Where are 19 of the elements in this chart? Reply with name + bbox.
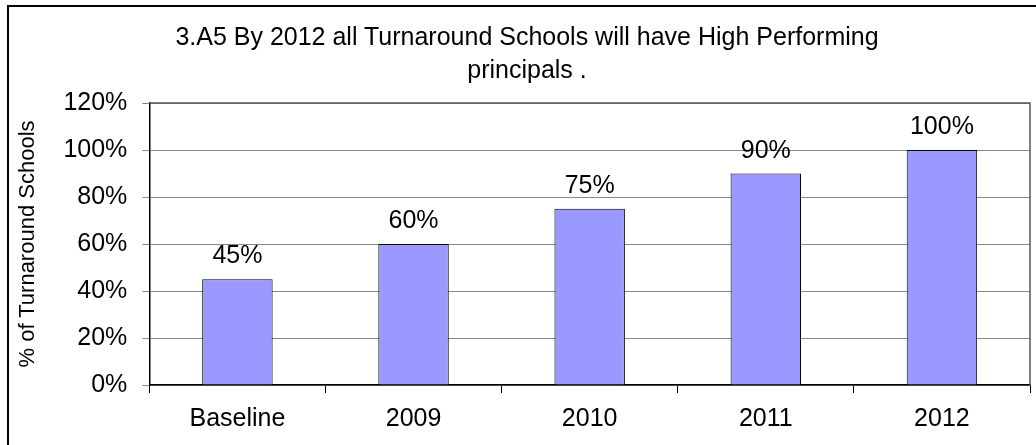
y-tick-label: 120% [63, 86, 128, 115]
data-label: 45% [212, 240, 263, 269]
y-tick-label: 20% [77, 321, 128, 350]
x-tick-label: 2009 [385, 402, 442, 431]
x-tick-label: Baseline [189, 402, 286, 431]
x-tick-label: 2012 [914, 402, 970, 431]
y-tick-label: 40% [77, 274, 128, 303]
y-tick-label: 100% [63, 133, 128, 162]
data-label: 60% [388, 205, 439, 233]
y-axis-title: % of Turnaround Schools [14, 120, 40, 368]
x-tick-label: 2011 [738, 402, 793, 431]
data-label: 75% [564, 169, 615, 198]
y-tick-label: 80% [77, 180, 128, 209]
data-label: 100% [909, 111, 974, 139]
y-tick-label: 60% [77, 227, 128, 256]
chart-title: 3.A5 By 2012 all Turnaround Schools will have High Performing principals . [174, 21, 880, 85]
data-label: 90% [740, 134, 791, 163]
y-tick-label: 0% [91, 368, 128, 397]
x-tick-label: 2010 [561, 402, 618, 431]
